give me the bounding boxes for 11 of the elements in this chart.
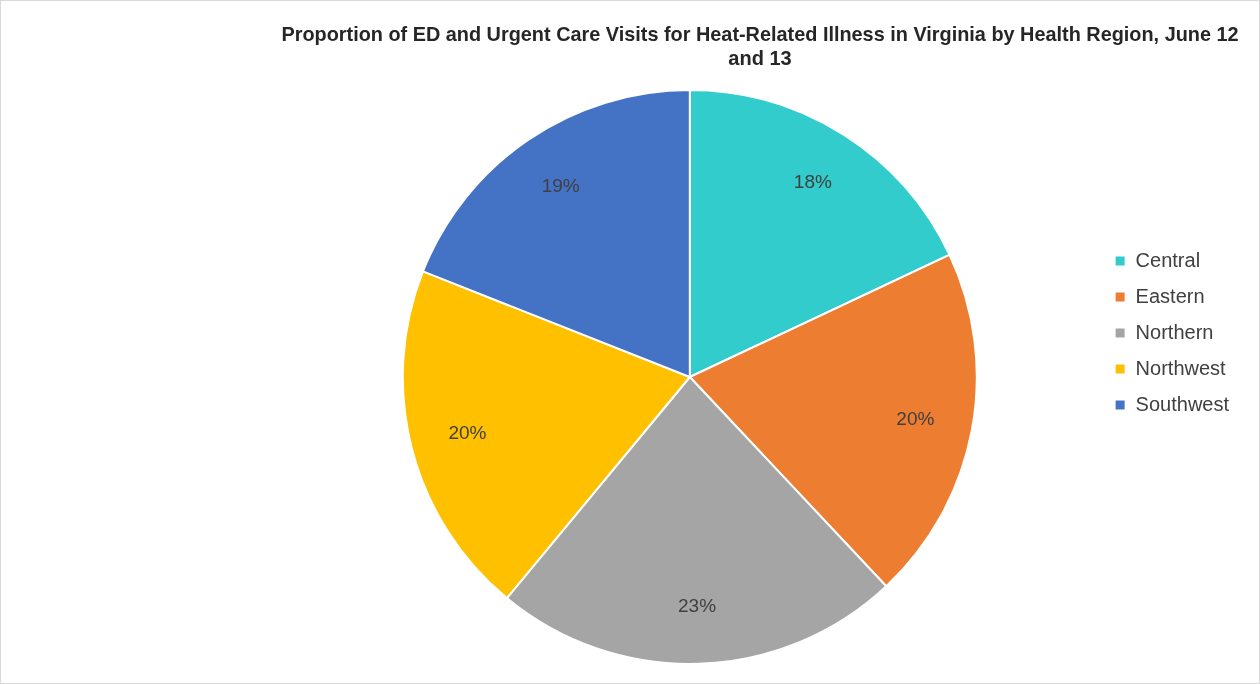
data-label: 20% bbox=[448, 422, 487, 444]
data-label: 23% bbox=[678, 594, 717, 616]
data-label: 19% bbox=[541, 175, 580, 197]
legend-label: Central bbox=[1135, 248, 1201, 271]
legend-label: Southwest bbox=[1135, 392, 1230, 415]
legend-label: Northwest bbox=[1135, 356, 1227, 379]
chart-title: Proportion of ED and Urgent Care Visits for Heat-Related Illness in Virginia by Health Region, June 12 and 13 bbox=[281, 22, 1239, 69]
legend-label: Eastern bbox=[1135, 284, 1205, 307]
legend-label: Northern bbox=[1135, 320, 1214, 343]
data-label: 20% bbox=[896, 408, 935, 430]
data-label: 18% bbox=[793, 171, 832, 193]
